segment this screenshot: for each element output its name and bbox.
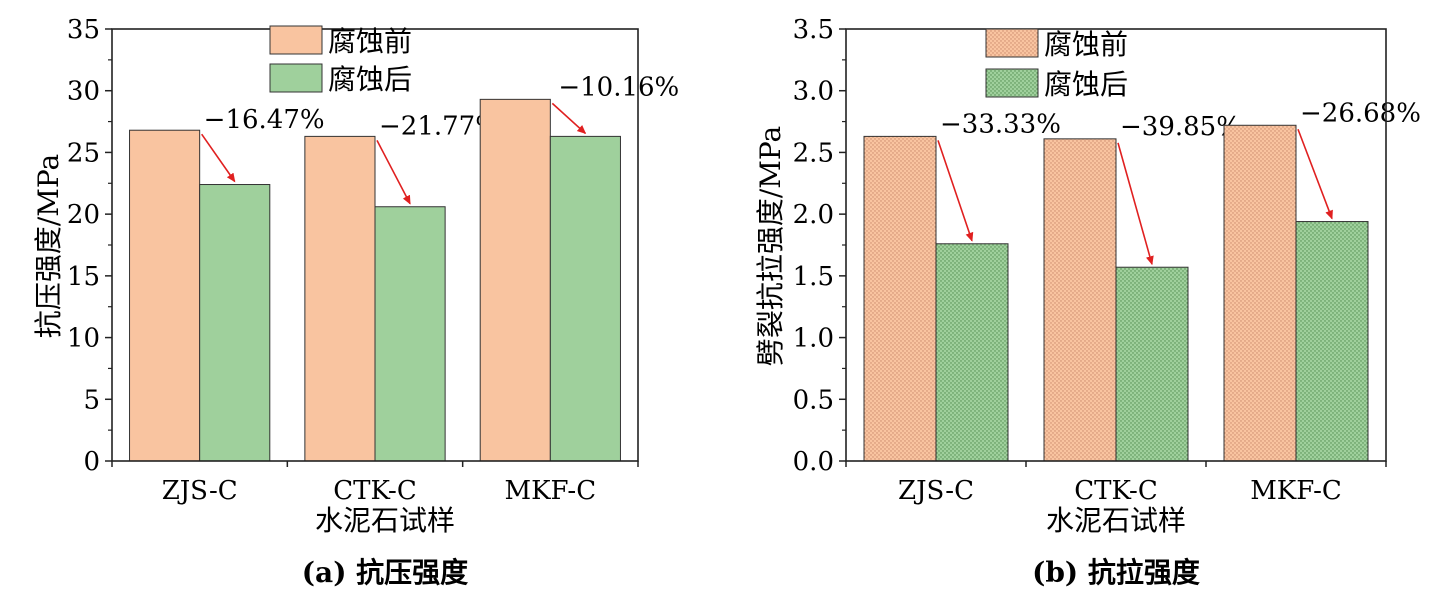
y-tick-label-b-6: 3.0 xyxy=(793,77,834,107)
y-tick-label-b-2: 1.0 xyxy=(793,324,834,354)
legend-label-b-0: 腐蚀前 xyxy=(1044,28,1128,61)
arrow-a-MKF-C xyxy=(551,102,587,135)
bar-b-腐蚀后-ZJS-C xyxy=(935,243,1009,462)
y-tick-label-b-0: 0.0 xyxy=(793,447,834,477)
bar-a-腐蚀前-ZJS-C xyxy=(129,129,201,462)
bar-a-腐蚀前-CTK-C xyxy=(304,135,376,462)
x-tick-label-a-MKF-C: MKF-C xyxy=(505,476,597,506)
x-axis-title-a: 水泥石试样 xyxy=(315,504,455,537)
y-tick-label-a-3: 15 xyxy=(67,262,100,292)
chart-panel-b: (b) 抗拉强度 水泥石试样 劈裂抗拉强度/MPa ZJS-C −33.33% CT… xyxy=(754,15,1421,589)
bar-a-腐蚀后-ZJS-C xyxy=(199,184,271,462)
bar-a-腐蚀前-MKF-C xyxy=(479,98,551,462)
arrow-a-CTK-C xyxy=(376,140,411,205)
y-tick-label-a-1: 5 xyxy=(83,385,100,415)
arrow-b-CTK-C xyxy=(1117,142,1154,266)
arrow-b-MKF-C xyxy=(1297,128,1333,220)
caption-a: (a) 抗压强度 xyxy=(302,556,468,589)
plot-frame-a xyxy=(111,28,639,462)
y-tick-label-a-4: 20 xyxy=(67,200,100,230)
legend-swatch-b-1 xyxy=(985,68,1039,98)
x-tick-label-a-ZJS-C: ZJS-C xyxy=(162,476,238,506)
bar-b-腐蚀后-MKF-C xyxy=(1295,221,1369,462)
y-tick-label-b-7: 3.5 xyxy=(793,15,834,45)
legend-label-b-1: 腐蚀后 xyxy=(1044,68,1128,101)
annotation-b-MKF-C: −26.68% xyxy=(1300,98,1421,128)
plot-frame-b xyxy=(845,28,1387,462)
y-tick-label-a-6: 30 xyxy=(67,77,100,107)
y-axis-title-a: 抗压强度/MPa xyxy=(32,154,65,338)
y-tick-label-b-4: 2.0 xyxy=(793,200,834,230)
legend-swatch-b-0 xyxy=(985,28,1039,58)
bar-b-腐蚀前-ZJS-C xyxy=(863,135,937,462)
x-tick-label-b-MKF-C: MKF-C xyxy=(1250,476,1342,506)
annotation-a-MKF-C: −10.16% xyxy=(558,72,679,102)
y-tick-label-b-1: 0.5 xyxy=(793,385,834,415)
arrow-a-ZJS-C xyxy=(201,133,236,183)
y-tick-label-a-7: 35 xyxy=(67,15,100,45)
annotation-b-ZJS-C: −33.33% xyxy=(940,109,1061,139)
y-axis-title-b: 劈裂抗拉强度/MPa xyxy=(754,126,787,366)
bar-a-腐蚀后-CTK-C xyxy=(374,206,446,462)
bar-b-腐蚀前-CTK-C xyxy=(1043,138,1117,462)
y-tick-label-a-5: 25 xyxy=(67,138,100,168)
y-tick-label-a-0: 0 xyxy=(83,447,100,477)
x-axis-title-b: 水泥石试样 xyxy=(1046,504,1186,537)
bar-b-腐蚀后-CTK-C xyxy=(1115,266,1189,462)
annotation-a-ZJS-C: −16.47% xyxy=(204,105,325,135)
y-tick-label-a-2: 10 xyxy=(67,324,100,354)
x-tick-label-b-CTK-C: CTK-C xyxy=(1074,476,1157,506)
y-tick-label-b-5: 2.5 xyxy=(793,138,834,168)
chart-panel-a: (a) 抗压强度 水泥石试样 抗压强度/MPa ZJS-C −16.47% CTK-… xyxy=(32,15,679,589)
legend-swatch-a-1 xyxy=(269,63,323,93)
legend-label-a-1: 腐蚀后 xyxy=(328,63,412,96)
legend-label-a-0: 腐蚀前 xyxy=(328,25,412,58)
x-tick-label-a-CTK-C: CTK-C xyxy=(333,476,416,506)
y-tick-label-b-3: 1.5 xyxy=(793,262,834,292)
bar-b-腐蚀前-MKF-C xyxy=(1223,124,1297,462)
caption-b: (b) 抗拉强度 xyxy=(1032,556,1200,589)
x-tick-label-b-ZJS-C: ZJS-C xyxy=(898,476,974,506)
arrow-b-ZJS-C xyxy=(937,140,974,242)
legend-swatch-a-0 xyxy=(269,25,323,55)
annotation-b-CTK-C: −39.85% xyxy=(1120,112,1241,142)
bar-a-腐蚀后-MKF-C xyxy=(549,135,621,462)
